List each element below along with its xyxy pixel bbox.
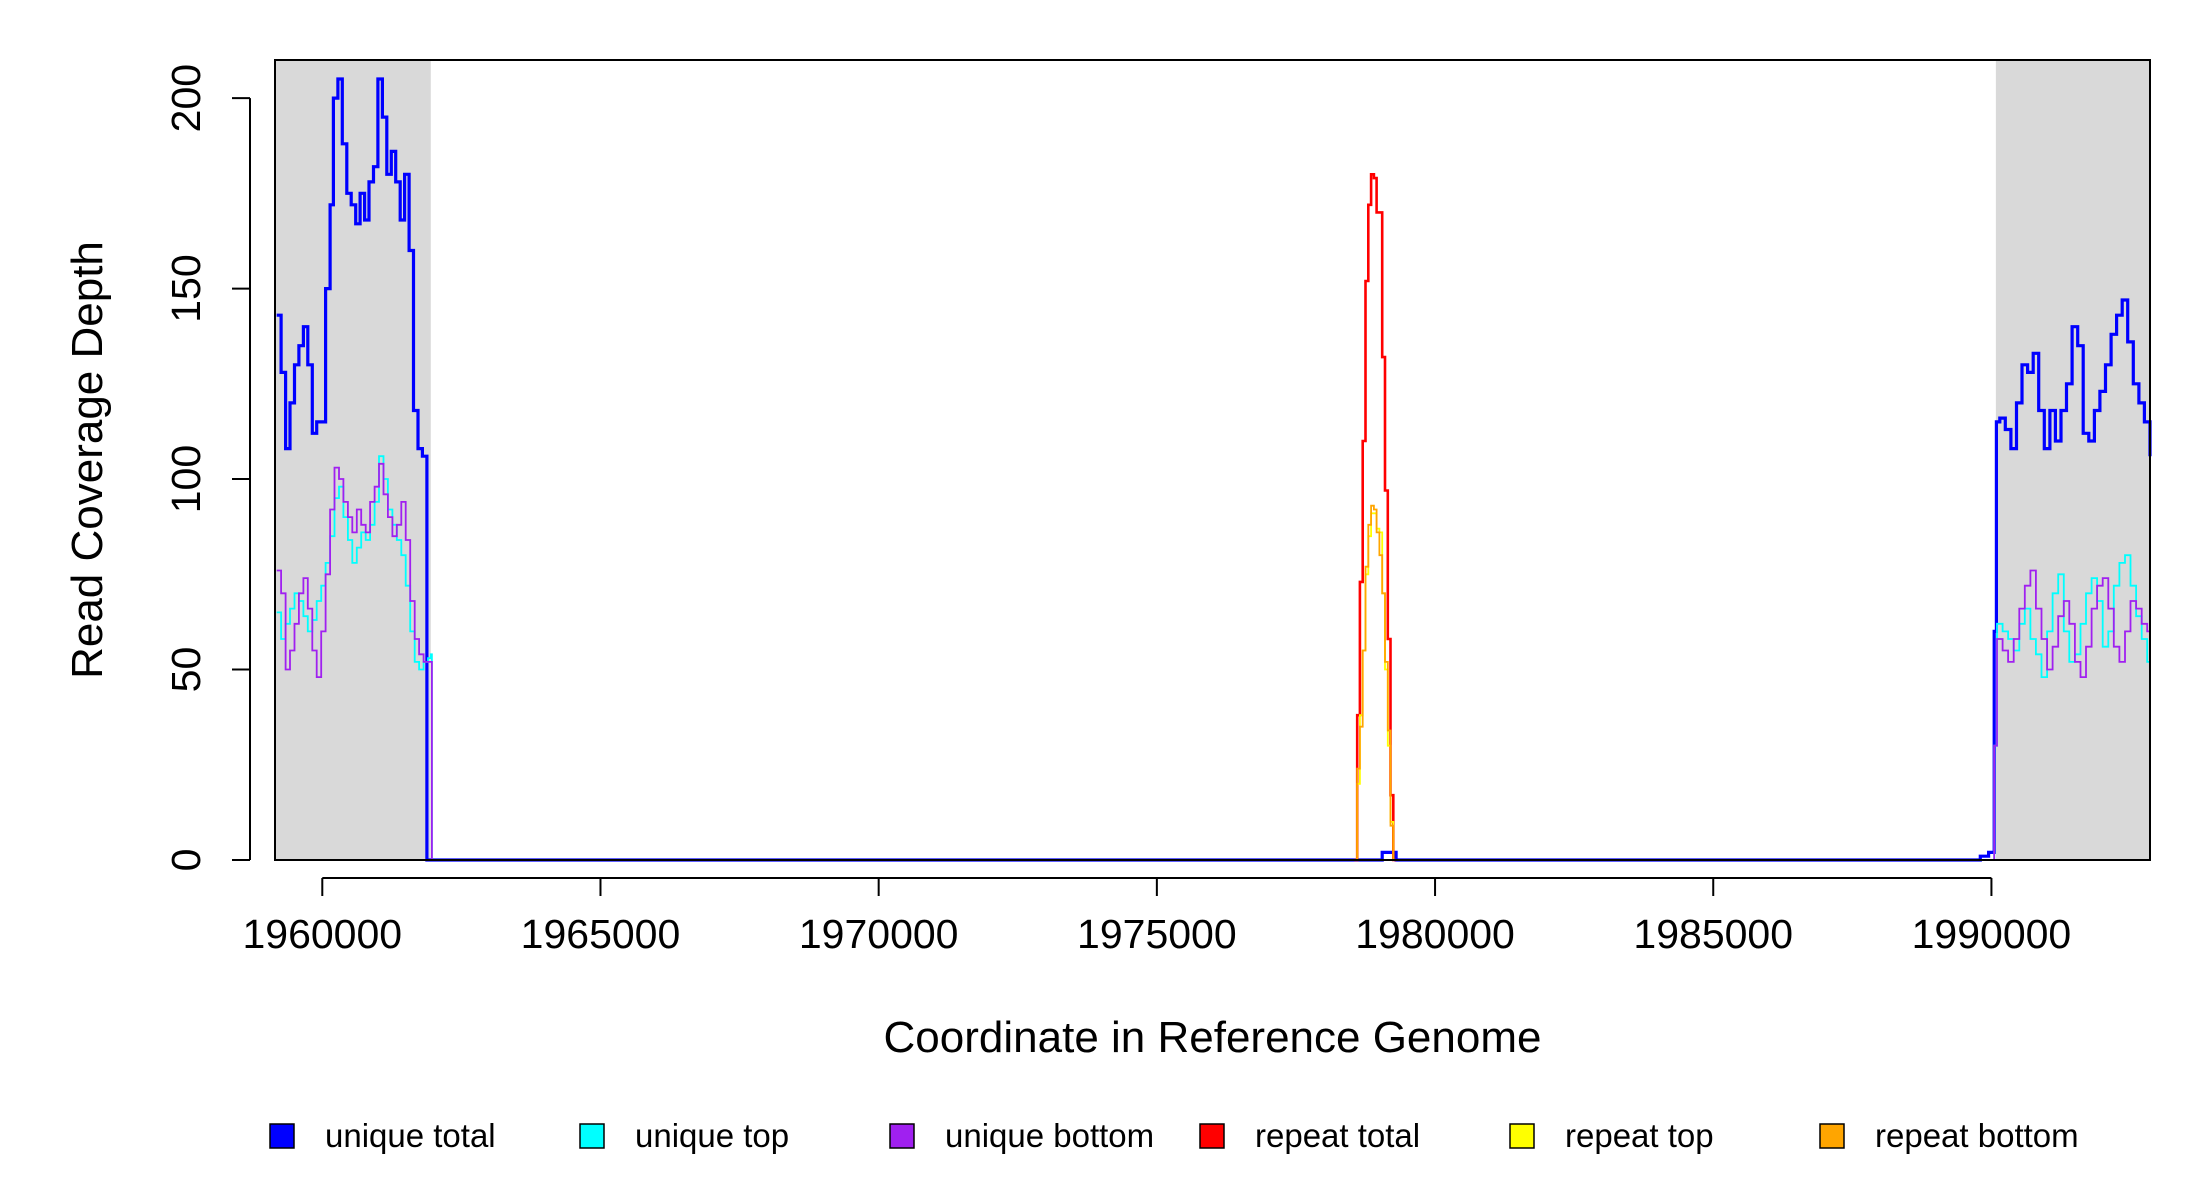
- legend: unique total unique top unique bottom repea…: [269, 1117, 2079, 1154]
- legend-swatch-unique-total: [269, 1123, 295, 1149]
- y-tick-label: 150: [163, 254, 209, 322]
- shaded-regions: [275, 60, 2150, 860]
- legend-label-repeat-bottom: repeat bottom: [1875, 1117, 2079, 1154]
- y-tick-label: 0: [163, 849, 209, 872]
- shaded-region-2: [1995, 60, 2150, 860]
- legend-label-unique-total: unique total: [325, 1117, 496, 1154]
- x-axis-title: Coordinate in Reference Genome: [884, 1013, 1542, 1062]
- legend-label-unique-bottom: unique bottom: [945, 1117, 1154, 1154]
- series-line-unique-total: [276, 77, 2152, 862]
- x-tick-label: 1985000: [1633, 911, 1793, 957]
- x-tick-label: 1990000: [1912, 911, 2072, 957]
- y-tick-label: 100: [163, 445, 209, 513]
- x-tick-label: 1965000: [521, 911, 681, 957]
- y-tick-label: 50: [163, 647, 209, 693]
- legend-label-repeat-top: repeat top: [1565, 1117, 1714, 1154]
- x-tick-label: 1980000: [1355, 911, 1515, 957]
- legend-label-repeat-total: repeat total: [1255, 1117, 1420, 1154]
- legend-swatch-unique-bottom: [889, 1123, 915, 1149]
- series-line-unique-bottom: [276, 462, 2151, 861]
- legend-label-unique-top: unique top: [635, 1117, 789, 1154]
- series-line-unique-top: [276, 455, 2151, 861]
- x-tick-label: 1960000: [242, 911, 402, 957]
- series-layer: [275, 77, 2152, 862]
- y-tick-label: 200: [163, 64, 209, 132]
- axes: 1960000 1965000 1970000 1975000 1980000 19850…: [163, 64, 2071, 957]
- series-line-repeat-bottom: [1354, 504, 1397, 861]
- shaded-region-1: [275, 60, 431, 860]
- plot-frame: [274, 59, 2151, 861]
- y-axis-title: Read Coverage Depth: [63, 241, 112, 679]
- legend-swatch-repeat-top: [1509, 1123, 1535, 1149]
- legend-swatch-repeat-bottom: [1819, 1123, 1845, 1149]
- x-tick-label: 1970000: [799, 911, 959, 957]
- series-line-repeat-total: [1354, 173, 1397, 862]
- legend-swatch-unique-top: [579, 1123, 605, 1149]
- x-tick-label: 1975000: [1077, 911, 1237, 957]
- legend-swatch-repeat-total: [1199, 1123, 1225, 1149]
